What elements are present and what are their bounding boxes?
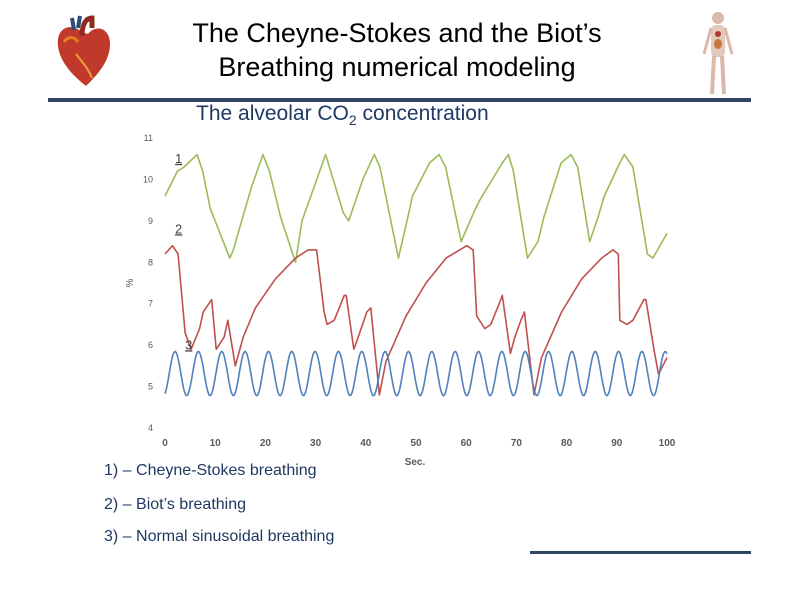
slide-title: The Cheyne-Stokes and the Biot’s Breathi… (150, 16, 644, 84)
y-tick-label-7: 11 (144, 133, 153, 143)
legend-item-1: 1) – Cheyne-Stokes breathing (104, 462, 317, 479)
series-3-line (164, 350, 668, 397)
y-axis-label: % (125, 278, 136, 287)
x-tick-label-3: 30 (310, 438, 322, 449)
series-1-line (164, 153, 668, 264)
y-tick-label-1: 5 (148, 382, 153, 392)
legend-item-3: 3) – Normal sinusoidal breathing (104, 528, 335, 545)
subtitle-prefix: The alveolar CO (196, 102, 349, 125)
heart-icon (57, 15, 110, 86)
x-tick-label-1: 10 (210, 438, 222, 449)
footer-rule (530, 551, 751, 554)
subtitle-subscript: 2 (348, 112, 357, 129)
slide-title-line-2: Breathing numerical modeling (218, 52, 576, 82)
x-tick-label-8: 80 (561, 438, 573, 449)
y-tick-label-3: 7 (148, 299, 153, 309)
chart-subtitle: The alveolar CO2 concentration (196, 102, 489, 128)
y-tick-label-6: 10 (143, 174, 153, 184)
series-2-line (164, 244, 668, 396)
y-tick-label-0: 4 (148, 423, 153, 433)
x-tick-label-6: 60 (461, 438, 473, 449)
x-tick-label-9: 90 (611, 438, 623, 449)
x-axis-label: Sec. (405, 457, 426, 468)
co2-chart: 4 5 6 7 8 9 10 11 0 10 20 30 40 50 60 70 80 90 100 Sec.% 1 2 3 (125, 133, 676, 468)
human-anatomy-icon (702, 12, 734, 95)
legend-item-2: 2) – Biot’s breathing (104, 496, 247, 513)
x-tick-label-2: 20 (260, 438, 272, 449)
x-tick-label-7: 70 (511, 438, 523, 449)
x-tick-label-4: 40 (360, 438, 372, 449)
subtitle-suffix: concentration (356, 102, 489, 125)
curve-label-1: 1 (175, 151, 182, 166)
y-tick-label-2: 6 (148, 340, 153, 350)
y-tick-label-5: 9 (148, 216, 153, 226)
slide-title-line-1: The Cheyne-Stokes and the Biot’s (192, 18, 602, 48)
x-tick-label-0: 0 (162, 438, 168, 449)
curve-label-3: 3 (185, 337, 192, 352)
curve-label-2: 2 (175, 221, 182, 236)
header-rule (48, 98, 751, 102)
y-tick-label-4: 8 (148, 257, 153, 267)
x-tick-label-5: 50 (410, 438, 422, 449)
x-tick-label-10: 100 (659, 438, 676, 449)
